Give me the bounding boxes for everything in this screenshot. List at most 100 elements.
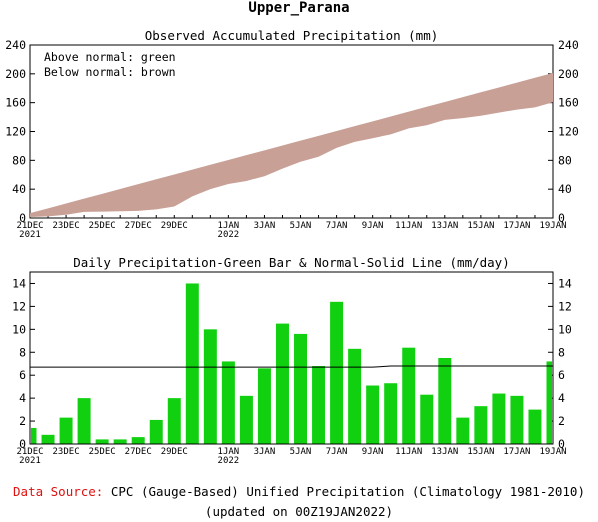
top-xtick-label: 7JAN	[326, 221, 348, 231]
daily-precip-bar	[456, 417, 470, 444]
bottom-xtick-label: 27DEC	[125, 447, 152, 457]
daily-precip-bar	[113, 439, 127, 444]
top-ytick-label-right: 240	[558, 38, 579, 52]
daily-precip-bar	[546, 361, 552, 444]
bottom-plot-frame-overlay	[29, 271, 554, 445]
daily-precip-bar	[275, 323, 289, 444]
top-xtick-label: 2022	[218, 230, 240, 240]
bottom-xtick-label: 23DEC	[53, 447, 80, 457]
top-ytick-label-left: 240	[5, 38, 26, 52]
daily-precip-bar	[41, 434, 55, 444]
top-xtick-label: 1JAN	[218, 221, 240, 231]
bottom-xtick-label: 11JAN	[395, 447, 422, 457]
daily-precip-bar	[312, 366, 326, 444]
data-source-line: Data Source: CPC (Gauge-Based) Unified P…	[0, 482, 598, 502]
data-source-label: Data Source:	[13, 484, 104, 499]
top-xtick-label: 19JAN	[539, 221, 566, 231]
updated-note: (updated on 00Z19JAN2022)	[204, 504, 394, 519]
bottom-ytick-label-left: 14	[12, 276, 26, 290]
bottom-ytick-label-right: 4	[558, 391, 565, 405]
bottom-xtick-label: 25DEC	[89, 447, 116, 457]
data-source-text: CPC (Gauge-Based) Unified Precipitation …	[110, 484, 585, 499]
bottom-ytick-label-right: 0	[558, 437, 565, 451]
top-xtick-label: 9JAN	[362, 221, 384, 231]
daily-precip-bar	[366, 385, 380, 444]
top-ytick-label-right: 200	[558, 67, 579, 81]
footer: Data Source: CPC (Gauge-Based) Unified P…	[0, 482, 598, 522]
top-ytick-label-right: 120	[558, 125, 579, 139]
daily-precip-bar	[77, 398, 91, 444]
bottom-xtick-label: 1JAN	[218, 447, 240, 457]
daily-precipitation-chart: Daily Precipitation-Green Bar & Normal-S…	[12, 255, 572, 466]
bottom-ytick-label-right: 8	[558, 345, 565, 359]
top-xtick-label: 15JAN	[467, 221, 494, 231]
top-xtick-label: 2021	[19, 230, 41, 240]
daily-precip-bar	[131, 437, 145, 444]
daily-precip-bar	[59, 417, 73, 444]
bottom-ytick-label-right: 14	[558, 276, 572, 290]
daily-precip-bar	[492, 393, 506, 444]
daily-precip-bar	[510, 395, 524, 444]
top-chart-title: Observed Accumulated Precipitation (mm)	[145, 28, 439, 43]
bottom-ytick-label-left: 2	[19, 414, 26, 428]
daily-precip-bar	[239, 395, 253, 444]
top-xtick-label: 29DEC	[161, 221, 188, 231]
top-xtick-label: 3JAN	[254, 221, 276, 231]
top-ytick-label-left: 160	[5, 96, 26, 110]
daily-precip-bar	[402, 347, 416, 444]
bottom-xtick-label: 3JAN	[254, 447, 276, 457]
top-xtick-label: 25DEC	[89, 221, 116, 231]
top-ytick-label-left: 80	[12, 153, 26, 167]
top-ytick-label-right: 80	[558, 153, 572, 167]
daily-precip-bar	[221, 361, 235, 444]
bottom-xtick-label: 15JAN	[467, 447, 494, 457]
top-xtick-label: 11JAN	[395, 221, 422, 231]
bottom-ytick-label-left: 6	[19, 368, 26, 382]
bottom-ytick-label-right: 10	[558, 322, 572, 336]
daily-precip-bar	[185, 283, 199, 444]
bottom-xtick-label: 17JAN	[503, 447, 530, 457]
top-xtick-label: 13JAN	[431, 221, 458, 231]
daily-precip-bar	[257, 368, 271, 444]
bottom-xtick-label: 19JAN	[539, 447, 566, 457]
daily-precip-bar	[149, 419, 163, 444]
legend-below-normal: Below normal: brown	[44, 65, 176, 79]
bottom-xtick-label: 2021	[19, 456, 41, 466]
bottom-xtick-label: 2022	[218, 456, 240, 466]
bottom-ytick-label-right: 6	[558, 368, 565, 382]
daily-precip-bar	[95, 439, 109, 444]
legend-above-normal: Above normal: green	[44, 50, 176, 64]
top-xtick-label: 21DEC	[16, 221, 43, 231]
daily-precip-bar	[31, 427, 37, 444]
bottom-chart-title: Daily Precipitation-Green Bar & Normal-S…	[73, 255, 510, 270]
bottom-ytick-label-right: 2	[558, 414, 565, 428]
daily-precip-bar	[167, 398, 181, 444]
top-ytick-label-left: 120	[5, 125, 26, 139]
daily-precip-bar	[384, 383, 398, 444]
bottom-ytick-label-left: 0	[19, 437, 26, 451]
daily-precip-bar	[330, 301, 344, 444]
top-ytick-label-left: 40	[12, 182, 26, 196]
top-ytick-label-right: 160	[558, 96, 579, 110]
accumulated-precipitation-chart: Observed Accumulated Precipitation (mm) 0…	[5, 28, 579, 240]
bottom-ytick-label-left: 4	[19, 391, 26, 405]
bottom-xtick-label: 5JAN	[290, 447, 312, 457]
page-title: Upper_Parana	[248, 0, 350, 16]
daily-precip-bar	[348, 348, 362, 444]
daily-precip-bar	[528, 409, 542, 444]
top-xtick-label: 23DEC	[53, 221, 80, 231]
top-xtick-label: 27DEC	[125, 221, 152, 231]
bottom-ytick-label-left: 10	[12, 322, 26, 336]
bottom-xtick-label: 9JAN	[362, 447, 384, 457]
normal-daily-line	[30, 365, 553, 368]
top-xtick-label: 5JAN	[290, 221, 312, 231]
bottom-xtick-label: 13JAN	[431, 447, 458, 457]
bottom-ytick-label-left: 8	[19, 345, 26, 359]
below-normal-band	[30, 72, 553, 217]
bottom-ytick-label-left: 12	[12, 299, 26, 313]
top-ytick-label-left: 0	[19, 211, 26, 225]
top-ytick-label-right: 40	[558, 182, 572, 196]
daily-precip-bar	[203, 329, 217, 444]
bottom-xtick-label: 29DEC	[161, 447, 188, 457]
